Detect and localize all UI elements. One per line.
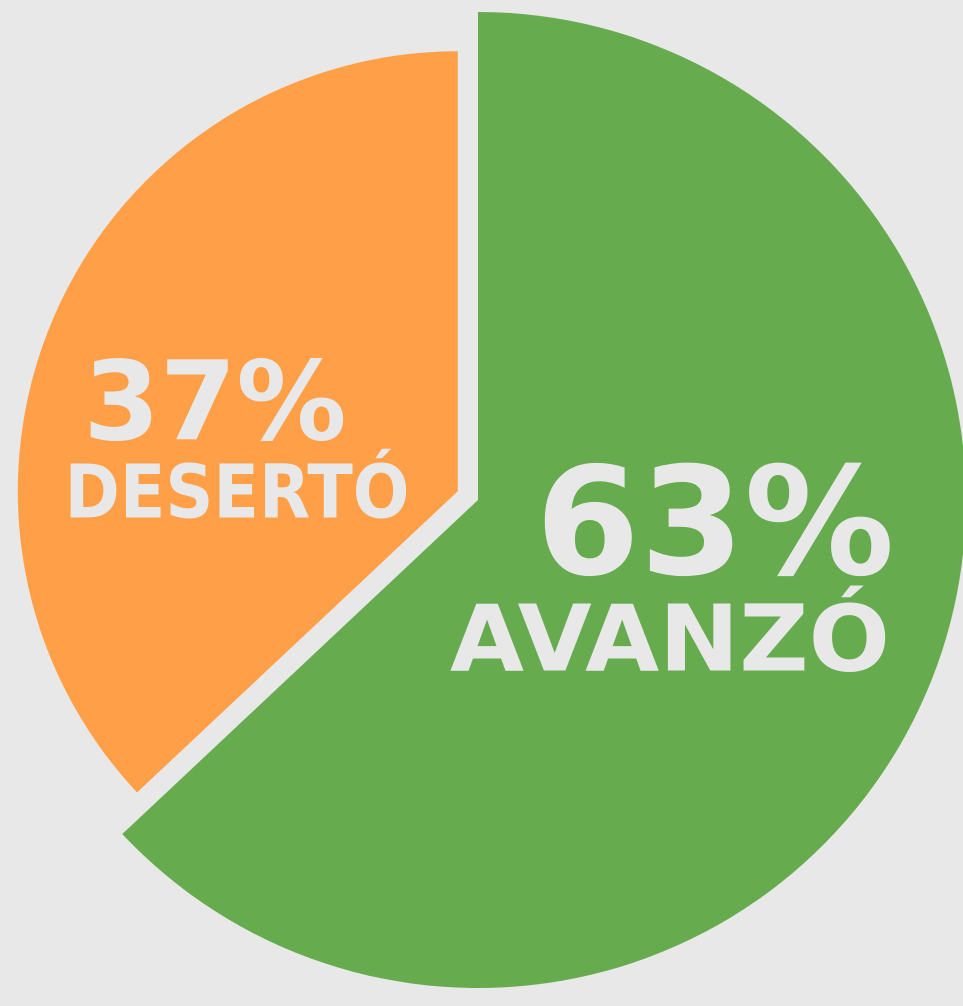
pie-slice <box>122 12 963 988</box>
slice-value-label: 37% <box>83 338 346 466</box>
slice-category-label: AVANZÓ <box>450 584 890 693</box>
pie-slice <box>17 51 458 793</box>
slice-value-label: 63% <box>535 436 894 610</box>
slice-category-label: DESERTÓ <box>65 447 410 535</box>
